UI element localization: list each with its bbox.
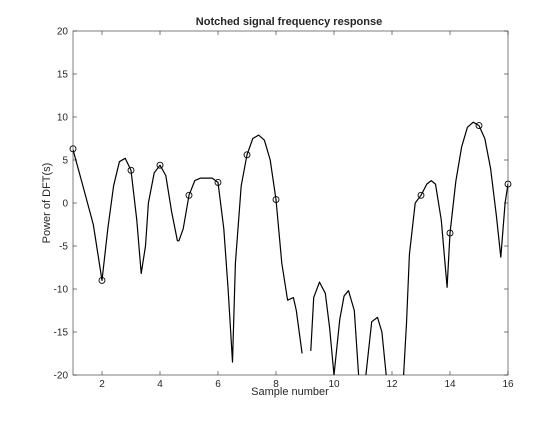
y-tick-label: 20 <box>57 27 69 38</box>
sample-marker <box>214 178 222 186</box>
sample-marker <box>98 276 106 284</box>
y-tick-label: -10 <box>54 285 69 296</box>
x-tick-label: 16 <box>502 379 514 390</box>
sample-marker <box>127 166 135 174</box>
x-tick-label: 6 <box>215 379 221 390</box>
x-tick-label: 4 <box>157 379 163 390</box>
x-tick-label: 8 <box>273 379 279 390</box>
sample-marker <box>243 151 251 159</box>
series-layer <box>69 121 512 375</box>
tick-labels: 2 4 6 8 10 12 14 16 -20 -15 -10 -5 0 5 10 15 20 <box>54 27 514 391</box>
y-tick-label: 15 <box>57 70 69 81</box>
x-tick-label: 10 <box>328 379 340 390</box>
sample-marker <box>446 229 454 237</box>
sample-marker <box>185 191 193 199</box>
x-tick-label: 12 <box>386 379 398 390</box>
chart-title: Notched signal frequency response <box>196 16 382 28</box>
x-tick-label: 14 <box>444 379 456 390</box>
y-tick-label: 0 <box>62 199 68 210</box>
sample-marker <box>272 196 280 204</box>
sample-marker <box>69 145 77 153</box>
sample-marker <box>156 161 164 169</box>
sample-marker <box>475 122 483 130</box>
y-tick-label: -20 <box>54 371 69 382</box>
y-tick-label: 10 <box>57 113 69 124</box>
sample-marker <box>504 180 512 188</box>
x-tick-label: 2 <box>99 379 105 390</box>
y-tick-label: 5 <box>62 156 68 167</box>
y-tick-label: -5 <box>59 242 68 253</box>
plot-area <box>72 30 509 376</box>
sample-marker <box>417 191 425 199</box>
axis-ticks <box>73 30 509 376</box>
y-tick-label: -15 <box>54 328 69 339</box>
response-curve <box>73 121 508 375</box>
x-axis-label: Sample number <box>251 386 329 398</box>
y-axis-label: Power of DFT(s) <box>41 163 53 244</box>
